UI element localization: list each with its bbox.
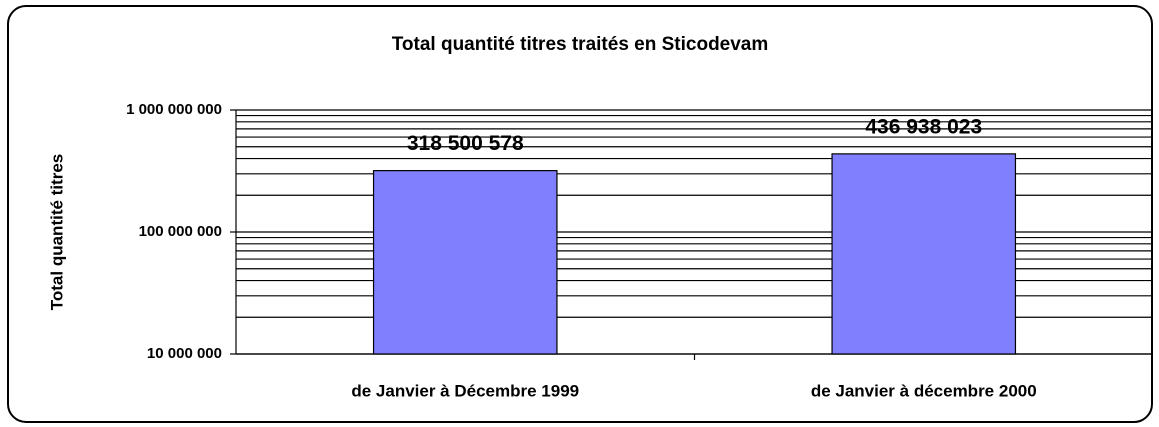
y-tick-label: 10 000 000 bbox=[147, 345, 222, 362]
y-tick-label: 1 000 000 000 bbox=[126, 101, 222, 118]
bar bbox=[372, 170, 558, 355]
x-tick-label: de Janvier à décembre 2000 bbox=[811, 381, 1037, 400]
value-label: 318 500 578 bbox=[407, 132, 524, 155]
value-label: 436 938 023 bbox=[865, 115, 982, 138]
y-axis-label: Total quantité titres bbox=[47, 154, 66, 310]
y-tick-label: 100 000 000 bbox=[139, 223, 222, 240]
x-tick-label: de Janvier à Décembre 1999 bbox=[351, 381, 579, 400]
chart-title: Total quantité titres traités en Sticode… bbox=[392, 34, 769, 55]
bar bbox=[831, 153, 1017, 355]
